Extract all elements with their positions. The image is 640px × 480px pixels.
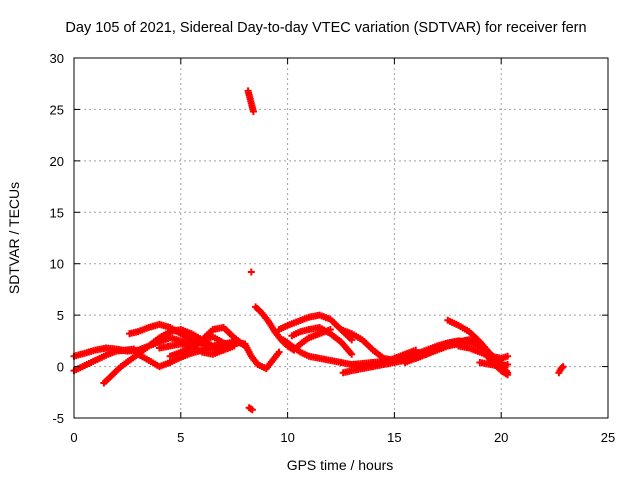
y-tick-label: 30	[50, 51, 64, 66]
x-tick-label: 10	[280, 430, 294, 445]
x-tick-label: 5	[177, 430, 184, 445]
x-tick-label: 15	[387, 430, 401, 445]
series-sat-m	[275, 311, 356, 344]
grid-lines	[74, 58, 608, 418]
data-point	[230, 342, 238, 350]
y-tick-label: 0	[57, 360, 64, 375]
data-point	[247, 268, 255, 276]
series-sat-h	[244, 87, 257, 115]
series-sat-f	[166, 323, 249, 360]
series-sat-k	[241, 340, 283, 373]
data-point	[559, 363, 567, 371]
series-sat-w	[476, 358, 512, 371]
y-axis-label: SDTVAR / TECUs	[6, 182, 22, 294]
y-tick-label: 15	[50, 205, 64, 220]
x-tick-label: 0	[70, 430, 77, 445]
chart-title: Day 105 of 2021, Sidereal Day-to-day VTE…	[65, 20, 586, 36]
x-axis-label: GPS time / hours	[287, 457, 394, 473]
y-tick-label: 10	[50, 257, 64, 272]
y-tick-label: 25	[50, 102, 64, 117]
series-sat-b	[70, 345, 138, 375]
series-sat-g	[155, 340, 238, 358]
data-point	[504, 361, 512, 369]
data-point	[275, 348, 283, 356]
plot-frame	[73, 57, 609, 419]
data-point	[130, 345, 138, 353]
data-point	[348, 336, 356, 344]
data-point	[504, 352, 512, 360]
data-point	[248, 406, 256, 414]
data-point	[348, 350, 356, 358]
y-tick-label: -5	[52, 411, 64, 426]
data-point	[249, 107, 257, 115]
data-point	[504, 371, 512, 379]
series-sat-j	[245, 404, 256, 414]
x-tick-label: 25	[601, 430, 615, 445]
series-sat-i	[247, 268, 255, 276]
series-sat-o	[288, 323, 356, 358]
data-point	[558, 364, 566, 372]
series-sat-x	[555, 363, 567, 377]
x-tick-label: 20	[494, 430, 508, 445]
y-tick-label: 20	[50, 154, 64, 169]
y-tick-label: 5	[57, 308, 64, 323]
data-points	[70, 87, 567, 414]
series-sat-v	[454, 342, 512, 362]
axis-ticks: 0 5 10 15 20 25 -5 0 5 10 15 20 25 30	[50, 51, 616, 445]
